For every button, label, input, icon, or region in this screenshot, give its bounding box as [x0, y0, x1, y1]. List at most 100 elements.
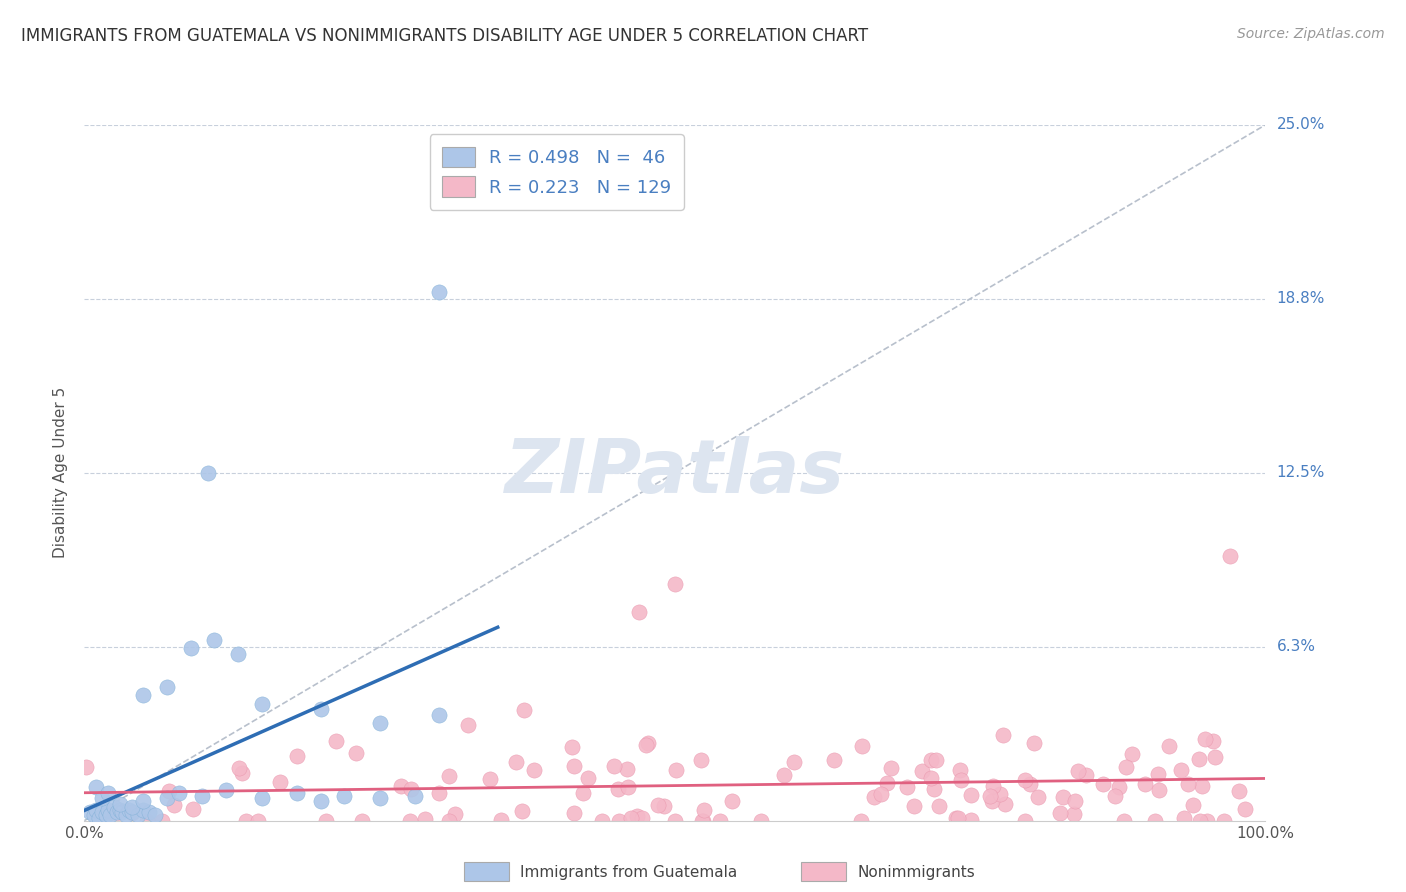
Text: ZIPatlas: ZIPatlas	[505, 436, 845, 509]
Point	[1202, 733, 1225, 747]
Point	[876, 776, 898, 790]
Point	[97, 786, 120, 800]
Point	[591, 814, 613, 828]
Point	[863, 789, 886, 804]
Point	[1052, 789, 1074, 804]
Point	[636, 738, 658, 752]
Point	[444, 807, 467, 822]
Point	[949, 764, 972, 778]
Point	[143, 808, 166, 822]
Point	[1233, 801, 1256, 815]
Point	[136, 814, 159, 828]
Point	[1063, 807, 1085, 822]
Point	[1194, 732, 1216, 747]
Point	[617, 780, 640, 795]
Point	[247, 814, 270, 828]
Point	[250, 791, 273, 805]
Point	[344, 746, 367, 760]
Point	[1133, 777, 1156, 791]
Point	[561, 740, 583, 755]
Point	[602, 759, 624, 773]
Text: IMMIGRANTS FROM GUATEMALA VS NONIMMIGRANTS DISABILITY AGE UNDER 5 CORRELATION CH: IMMIGRANTS FROM GUATEMALA VS NONIMMIGRAN…	[21, 27, 869, 45]
Point	[159, 784, 181, 798]
Point	[75, 760, 97, 774]
Point	[309, 794, 332, 808]
Point	[269, 775, 291, 789]
Point	[692, 814, 714, 828]
Legend: R = 0.498   N =  46, R = 0.223   N = 129: R = 0.498 N = 46, R = 0.223 N = 129	[430, 134, 683, 210]
Point	[333, 789, 356, 803]
Point	[163, 798, 186, 813]
Point	[1026, 790, 1049, 805]
Point	[1204, 749, 1226, 764]
Point	[1115, 759, 1137, 773]
Point	[946, 811, 969, 825]
Point	[1147, 782, 1170, 797]
Point	[215, 783, 238, 797]
Point	[505, 755, 527, 769]
Point	[368, 791, 391, 805]
Point	[437, 768, 460, 782]
Point	[1018, 777, 1040, 791]
Point	[1121, 747, 1143, 761]
Point	[457, 717, 479, 731]
Point	[325, 733, 347, 747]
Point	[1157, 739, 1180, 753]
Point	[399, 781, 422, 796]
Point	[427, 707, 450, 722]
Point	[928, 799, 950, 814]
Point	[870, 787, 893, 801]
Point	[132, 794, 155, 808]
Point	[1014, 772, 1036, 787]
Point	[1191, 779, 1213, 793]
Text: 25.0%: 25.0%	[1277, 118, 1324, 132]
Point	[156, 791, 179, 805]
Point	[607, 814, 630, 828]
Point	[138, 805, 160, 820]
Point	[114, 808, 136, 822]
Point	[626, 809, 648, 823]
Point	[513, 703, 536, 717]
Point	[231, 765, 253, 780]
Point	[87, 811, 110, 825]
Point	[121, 805, 143, 820]
Point	[1067, 764, 1090, 778]
Point	[692, 803, 714, 817]
Point	[773, 767, 796, 781]
Point	[922, 782, 945, 797]
Point	[690, 814, 713, 828]
Point	[823, 753, 845, 767]
Point	[1064, 794, 1087, 808]
Point	[121, 806, 143, 821]
Point	[1108, 780, 1130, 794]
Text: Immigrants from Guatemala: Immigrants from Guatemala	[520, 865, 738, 880]
Point	[250, 697, 273, 711]
Point	[413, 812, 436, 826]
Text: 18.8%: 18.8%	[1277, 292, 1324, 306]
Point	[235, 814, 257, 828]
Point	[981, 794, 1004, 808]
Point	[132, 689, 155, 703]
Point	[652, 798, 675, 813]
Point	[1213, 814, 1236, 828]
Y-axis label: Disability Age Under 5: Disability Age Under 5	[53, 387, 69, 558]
Point	[979, 789, 1001, 804]
Point	[628, 605, 651, 619]
Point	[1170, 763, 1192, 777]
Text: 6.3%: 6.3%	[1277, 640, 1316, 654]
Point	[749, 814, 772, 828]
Point	[1195, 814, 1218, 828]
Point	[111, 805, 134, 820]
Point	[851, 739, 873, 753]
Point	[156, 680, 179, 694]
Point	[1014, 814, 1036, 828]
Point	[1182, 797, 1205, 812]
Point	[572, 786, 595, 800]
Point	[1188, 752, 1211, 766]
Point	[911, 764, 934, 779]
Point	[849, 814, 872, 828]
Point	[389, 779, 412, 793]
Point	[721, 794, 744, 808]
Point	[150, 814, 173, 828]
Point	[1173, 811, 1195, 825]
